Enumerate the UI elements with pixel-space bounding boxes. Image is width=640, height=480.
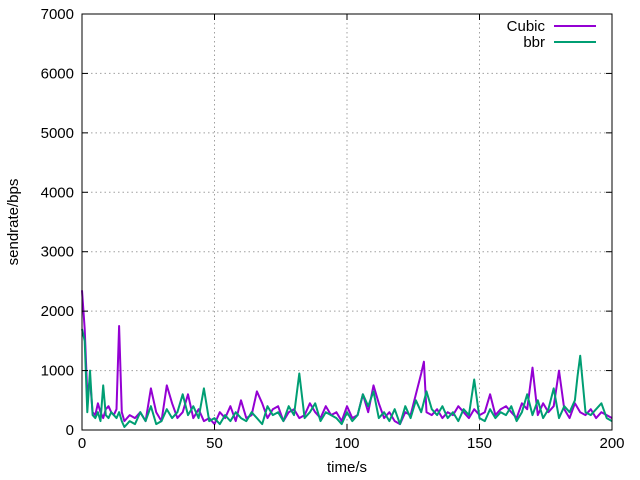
x-tick-label: 200 bbox=[599, 435, 624, 452]
y-tick-label: 5000 bbox=[41, 125, 74, 142]
x-tick-label: 150 bbox=[467, 435, 492, 452]
legend-label-bbr: bbr bbox=[523, 34, 545, 51]
x-axis-title: time/s bbox=[327, 459, 367, 476]
x-tick-label: 0 bbox=[78, 435, 86, 452]
y-tick-label: 7000 bbox=[41, 6, 74, 23]
x-tick-label: 100 bbox=[334, 435, 359, 452]
series-layer bbox=[81, 290, 613, 428]
y-tick-label: 3000 bbox=[41, 244, 74, 261]
x-tick-label: 50 bbox=[206, 435, 223, 452]
y-tick-label: 4000 bbox=[41, 184, 74, 201]
legend-label-cubic: Cubic bbox=[507, 18, 546, 35]
y-tick-label: 2000 bbox=[41, 303, 74, 320]
y-tick-label: 6000 bbox=[41, 65, 74, 82]
grid bbox=[82, 14, 612, 430]
y-tick-label: 1000 bbox=[41, 363, 74, 380]
y-tick-label: 0 bbox=[66, 422, 74, 439]
y-axis-title: sendrate/bps bbox=[5, 179, 22, 266]
axis-ticks: 0 50 100 150 2000100020003000400050006000700… bbox=[41, 6, 625, 452]
series-line-bbr bbox=[81, 328, 613, 428]
